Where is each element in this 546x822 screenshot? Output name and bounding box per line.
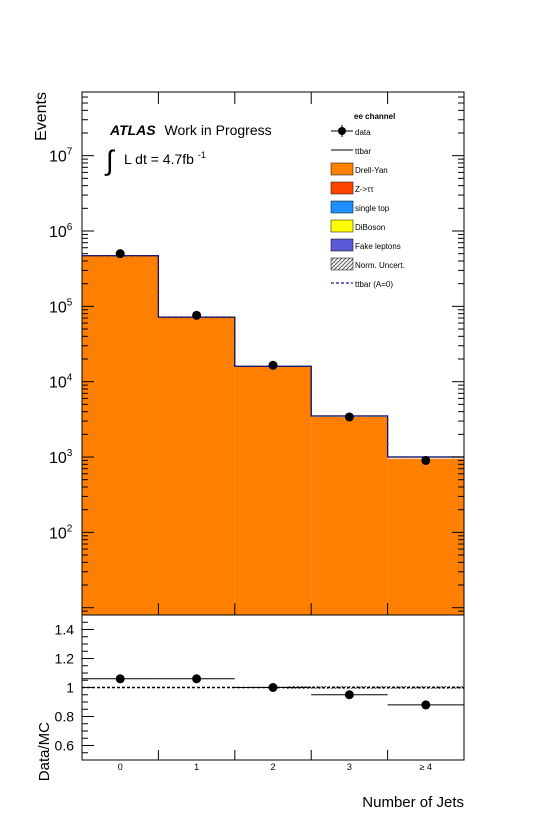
ratio-y-tick-label: 0.8: [55, 709, 75, 725]
drell-yan-bar: [387, 458, 464, 615]
ratio-data-point: [421, 700, 431, 710]
data-point: [344, 412, 354, 422]
legend-entry-label: Norm. Uncert.: [355, 261, 405, 270]
x-tick-label: 0: [118, 762, 123, 772]
drell-yan-bar: [158, 317, 235, 615]
y-tick-label: 107: [49, 147, 73, 166]
y-tick-label: 103: [49, 448, 73, 467]
lumi-exponent: -1: [198, 150, 206, 160]
ratio-data-point: [115, 674, 125, 684]
ratio-y-tick-label: 1.4: [55, 622, 75, 638]
ratio-y-tick-label: 0.6: [55, 738, 75, 754]
lumi-text: L dt = 4.7fb: [124, 151, 194, 167]
main-histogram: [82, 255, 464, 615]
y-tick-label: 106: [49, 222, 73, 241]
data-point: [421, 455, 431, 465]
y-tick-label: 105: [49, 297, 73, 316]
legend-entry-label: ttbar (A=0): [355, 280, 393, 289]
legend-color-swatch: [330, 238, 354, 252]
drell-yan-bar: [311, 416, 388, 615]
legend-data-marker: [338, 127, 346, 135]
x-tick-label: 1: [194, 762, 199, 772]
ratio-y-tick-label: 1.2: [55, 651, 75, 667]
ratio-y-axis-label: Data/MC: [36, 722, 53, 781]
legend-color-swatch: [330, 162, 354, 176]
x-tick-label: ≥ 4: [420, 762, 432, 772]
legend: ee channel data ttbar Drell-Yan Z->ττ single…: [330, 112, 405, 289]
main-y-axis-label: Events: [33, 92, 50, 141]
legend-entry-label: DiBoson: [355, 223, 385, 232]
y-tick-label: 102: [49, 523, 73, 542]
svg-text:L dt = 4.7fb -1: L dt = 4.7fb -1: [124, 150, 206, 167]
atlas-label: ATLAS Work in Progress ∫ L dt = 4.7fb -1: [104, 122, 272, 176]
x-axis-label: Number of Jets: [362, 794, 464, 811]
main-data-points: [115, 249, 431, 465]
data-point: [115, 249, 125, 259]
legend-entry-label: Drell-Yan: [355, 166, 388, 175]
legend-color-swatch: [330, 219, 354, 233]
ratio-data-point: [192, 674, 202, 684]
svg-text:ATLAS Work in Progress: ATLAS Work in Progress: [109, 122, 272, 138]
main-axes: 102 103 104 105 106 107: [49, 91, 465, 616]
data-point: [192, 310, 202, 320]
ratio-uncertainty-hatch: [286, 686, 464, 689]
ratio-data-points: [82, 674, 464, 710]
atlas-text: ATLAS: [109, 122, 156, 138]
legend-entry-label: ttbar: [355, 147, 371, 156]
legend-entry-label: single top: [355, 204, 390, 213]
x-tick-label: 2: [270, 762, 275, 772]
legend-color-swatch: [330, 200, 354, 214]
drell-yan-bar: [82, 255, 159, 615]
x-tick-label: 3: [347, 762, 352, 772]
y-tick-label: 104: [49, 373, 73, 392]
drell-yan-bar: [234, 366, 312, 615]
ratio-data-point: [268, 683, 278, 692]
atlas-status: Work in Progress: [165, 122, 272, 138]
legend-entry-label: Z->ττ: [355, 185, 374, 194]
legend-entry-label: Fake leptons: [355, 242, 401, 251]
ratio-data-point: [344, 690, 354, 700]
ratio-y-tick-label: 1: [66, 680, 74, 696]
legend-title: ee channel: [354, 112, 395, 121]
data-point: [268, 360, 278, 370]
ratio-uncertainty-band: [286, 686, 464, 689]
lumi-integral-sign: ∫: [104, 145, 116, 176]
legend-hatch-swatch: [330, 257, 354, 271]
legend-color-swatch: [330, 181, 354, 195]
legend-entry-label: data: [355, 128, 371, 137]
ratio-axes: 0.6 0.8 1 1.2 1.4 0 1 2 3 ≥ 4: [55, 614, 465, 772]
